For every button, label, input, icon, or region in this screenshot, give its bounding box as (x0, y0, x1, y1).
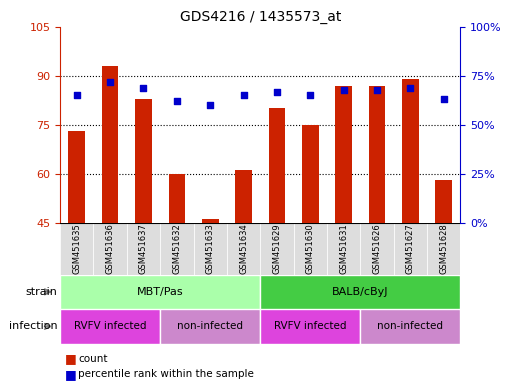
Point (339, 86, 348, 93)
Point (439, 96, 448, 103)
Bar (202, 220, 219, 223)
Bar (268, 109, 285, 223)
Bar (260, 223, 293, 275)
Text: RVFV infected: RVFV infected (74, 321, 146, 331)
Text: GSM451629: GSM451629 (272, 223, 281, 274)
Point (272, 88, 281, 94)
Point (306, 92, 314, 98)
Title: GDS4216 / 1435573_at: GDS4216 / 1435573_at (179, 10, 341, 25)
Bar (293, 223, 327, 275)
Bar (160, 223, 194, 275)
Text: BALB/cByJ: BALB/cByJ (332, 287, 389, 297)
Bar (360, 309, 460, 344)
Text: MBT/Pas: MBT/Pas (137, 287, 184, 297)
Bar (127, 223, 160, 275)
Bar (94, 223, 127, 275)
Bar (360, 223, 393, 275)
Bar (235, 170, 252, 223)
Text: RVFV infected: RVFV infected (274, 321, 346, 331)
Text: GSM451631: GSM451631 (339, 223, 348, 274)
Text: infection: infection (9, 321, 58, 331)
Bar (402, 79, 418, 223)
Bar (327, 223, 360, 275)
Point (139, 84, 147, 91)
Text: ■: ■ (65, 353, 77, 366)
Point (73, 92, 81, 98)
Bar (369, 86, 385, 223)
Bar (260, 309, 360, 344)
Bar (69, 131, 85, 223)
Bar (135, 99, 152, 223)
Bar (168, 174, 185, 223)
Text: GSM451630: GSM451630 (306, 223, 315, 274)
Point (406, 84, 414, 91)
Bar (160, 309, 260, 344)
Bar (302, 125, 319, 223)
Bar (394, 223, 427, 275)
Point (373, 86, 381, 93)
Text: GSM451633: GSM451633 (206, 223, 214, 274)
Bar (227, 223, 260, 275)
Point (240, 92, 248, 98)
Text: GSM451626: GSM451626 (372, 223, 381, 274)
Text: GSM451627: GSM451627 (406, 223, 415, 274)
Point (206, 102, 214, 108)
Bar (427, 223, 460, 275)
Text: GSM451634: GSM451634 (239, 223, 248, 274)
Text: percentile rank within the sample: percentile rank within the sample (78, 369, 254, 379)
Point (173, 98, 181, 104)
Bar (194, 223, 227, 275)
Text: GSM451635: GSM451635 (72, 223, 81, 274)
Bar (60, 309, 160, 344)
Text: count: count (78, 354, 108, 364)
Text: non-infected: non-infected (177, 321, 243, 331)
Bar (435, 180, 452, 223)
Bar (60, 223, 94, 275)
Text: strain: strain (26, 287, 58, 297)
Text: ■: ■ (65, 368, 77, 381)
Bar (335, 86, 352, 223)
Text: non-infected: non-infected (377, 321, 443, 331)
Text: GSM451632: GSM451632 (173, 223, 181, 274)
Bar (102, 66, 119, 223)
Bar (60, 275, 260, 309)
Text: GSM451637: GSM451637 (139, 223, 148, 274)
Text: GSM451628: GSM451628 (439, 223, 448, 274)
Point (106, 79, 115, 85)
Text: GSM451636: GSM451636 (106, 223, 115, 274)
Bar (260, 275, 460, 309)
